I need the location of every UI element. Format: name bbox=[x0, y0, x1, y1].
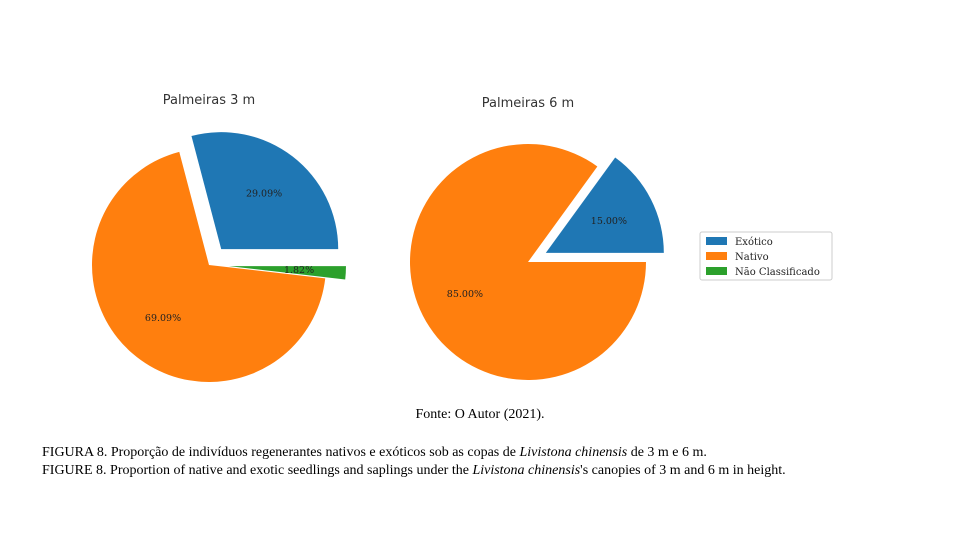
legend: Exótico Nativo Não Classificado bbox=[699, 231, 833, 281]
legend-swatch-nativo bbox=[706, 252, 727, 260]
pie-chart-3m: Palmeiras 3 m 29.09% 69.09% 1.82% bbox=[92, 93, 346, 382]
caption-en-suffix: 's canopies of 3 m and 6 m in height. bbox=[580, 463, 786, 478]
charts-figure: Palmeiras 3 m 29.09% 69.09% 1.82% Palmeira… bbox=[92, 93, 833, 382]
slice-label-nativo: 85.00% bbox=[447, 289, 483, 300]
legend-frame bbox=[699, 231, 833, 281]
caption-pt-suffix: de 3 m e 6 m. bbox=[627, 445, 707, 460]
pie-slice-nao-classificado bbox=[228, 266, 346, 280]
legend-label-exotico: Exótico bbox=[735, 237, 773, 248]
legend-label-nativo: Nativo bbox=[735, 252, 769, 263]
figure-caption-pt: FIGURA 8. Proporção de indivíduos regene… bbox=[42, 445, 707, 461]
pie-slice-exotico bbox=[191, 132, 339, 250]
slice-label-nao-classificado: 1.82% bbox=[284, 265, 314, 276]
pie-slice-nativo bbox=[410, 144, 646, 381]
source-note: Fonte: O Autor (2021). bbox=[415, 407, 545, 422]
figure-caption-en: FIGURE 8. Proportion of native and exoti… bbox=[42, 463, 786, 479]
pie-slice-nativo bbox=[92, 151, 326, 382]
legend-swatch-nao-classificado bbox=[706, 267, 727, 275]
pie-chart-6m: Palmeiras 6 m 15.00% 85.00% bbox=[410, 96, 664, 381]
caption-pt-species: Livistona chinensis bbox=[519, 445, 628, 460]
pie-slice-exotico bbox=[545, 157, 664, 253]
slice-label-nativo: 69.09% bbox=[145, 313, 181, 324]
slice-label-exotico: 29.09% bbox=[246, 189, 282, 200]
caption-en-prefix: FIGURE 8. Proportion of native and exoti… bbox=[42, 463, 473, 478]
slice-label-exotico: 15.00% bbox=[591, 216, 627, 227]
pie-title-6m: Palmeiras 6 m bbox=[482, 96, 574, 111]
caption-pt-prefix: FIGURA 8. Proporção de indivíduos regene… bbox=[42, 445, 520, 460]
pie-title-3m: Palmeiras 3 m bbox=[163, 93, 255, 108]
legend-label-nao-classificado: Não Classificado bbox=[735, 267, 820, 278]
legend-swatch-exotico bbox=[706, 237, 727, 245]
caption-en-species: Livistona chinensis bbox=[472, 463, 581, 478]
